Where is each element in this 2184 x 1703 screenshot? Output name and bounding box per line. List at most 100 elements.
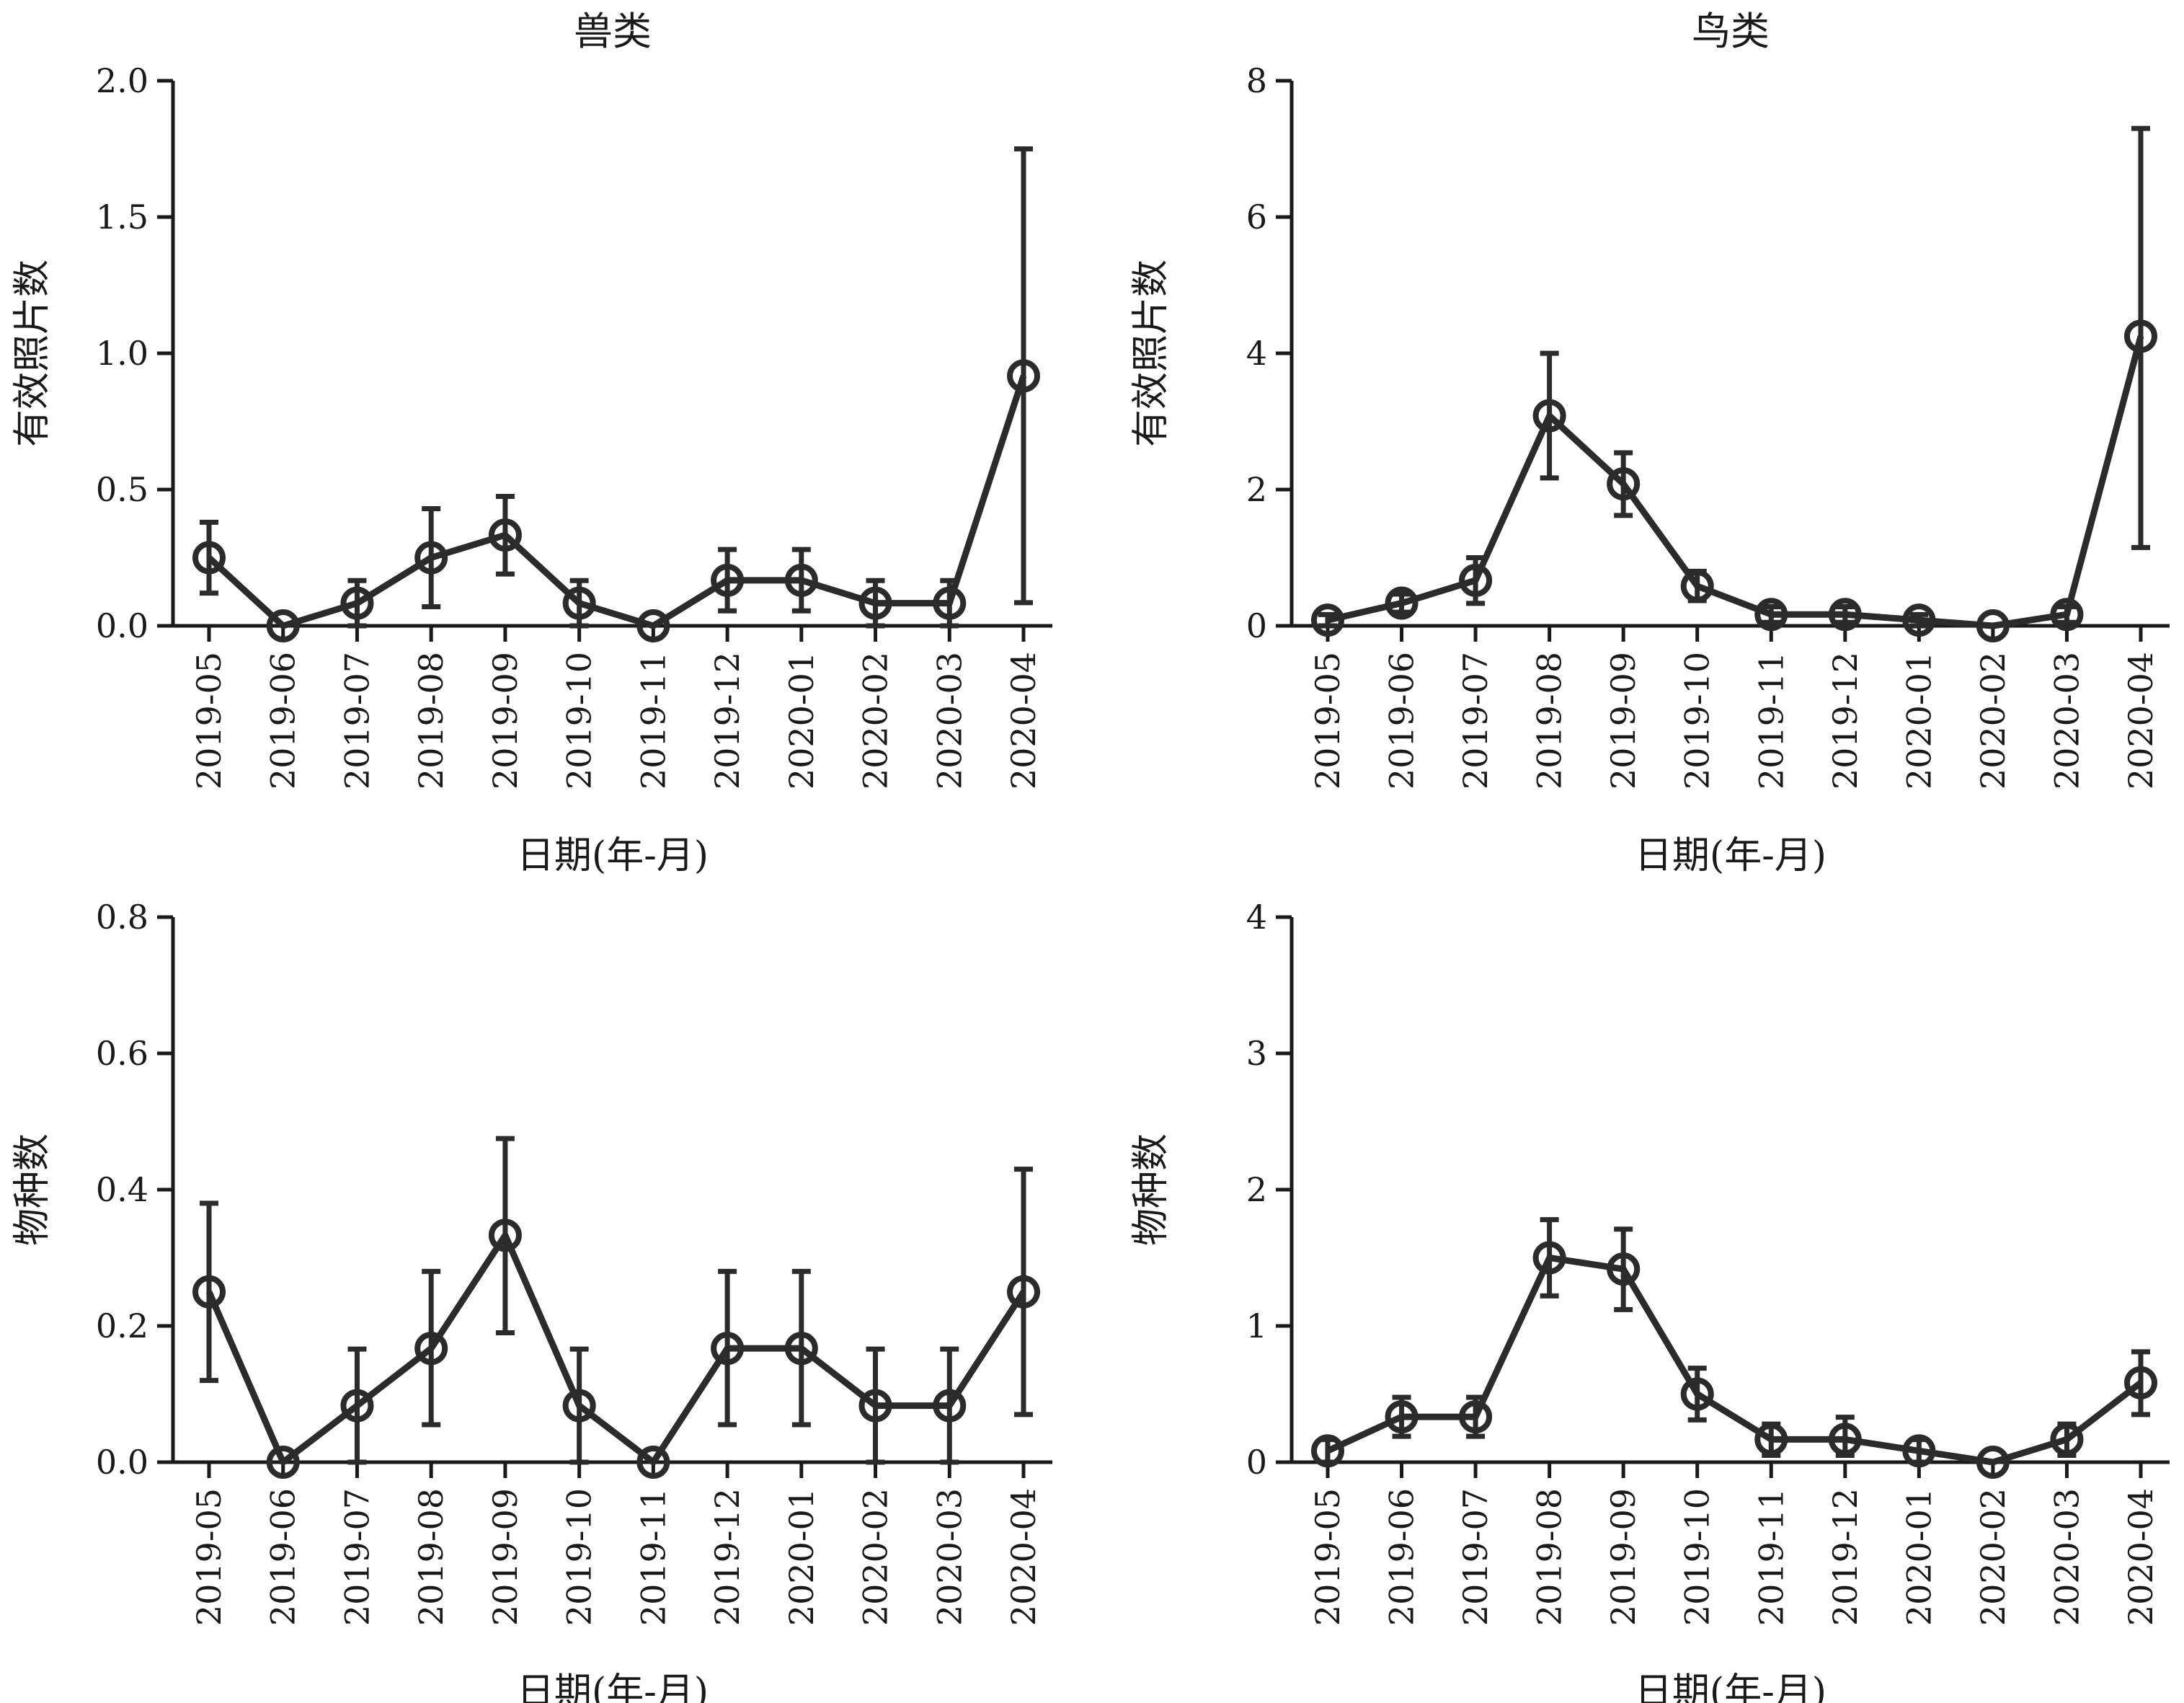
- series-line: [1326, 1255, 2143, 1466]
- y-tick-label: 3: [1246, 1034, 1267, 1073]
- data-point: [1607, 1252, 1641, 1286]
- error-bar: [2057, 604, 2077, 625]
- error-bar: [1687, 1366, 1707, 1423]
- y-tick-label: 8: [1246, 61, 1267, 100]
- data-point: [784, 1332, 818, 1366]
- data-point: [1532, 1241, 1566, 1275]
- data-point: [192, 1275, 226, 1309]
- error-bar: [718, 547, 737, 614]
- y-tick-label: 2: [1246, 1170, 1267, 1209]
- y-tick-label: 0: [1246, 606, 1267, 645]
- panel-4: 0 1 2 3 4 2019-05 2019-06 2019-07 2019-08 2019-09…: [1129, 898, 2170, 1703]
- x-tick-label: 2019-11: [634, 1488, 672, 1626]
- data-point: [2124, 1366, 2157, 1399]
- data-point: [1459, 563, 1493, 597]
- data-point: [858, 1389, 892, 1423]
- data-point: [711, 563, 745, 597]
- x-tick-label: 2019-05: [1308, 1488, 1347, 1626]
- x-tick-label: 2019-10: [1678, 652, 1717, 789]
- data-point: [2050, 1423, 2084, 1456]
- y-tick-label: 4: [1246, 334, 1267, 373]
- x-tick-label: 2019-08: [412, 652, 450, 789]
- x-tick-label: 2019-06: [264, 652, 303, 789]
- y-tick-label: 0.4: [96, 1170, 148, 1209]
- x-tick-label: 2019-07: [1456, 1488, 1495, 1626]
- x-tick-label: 2019-06: [1382, 652, 1421, 789]
- error-bar: [1014, 146, 1033, 606]
- y-axis-label: 物种数: [1129, 1133, 1173, 1246]
- data-point: [266, 1446, 300, 1479]
- error-bar: [422, 1268, 441, 1428]
- data-point: [636, 609, 670, 642]
- error-bar: [940, 1346, 959, 1465]
- data-point: [1976, 1446, 2010, 1479]
- error-bar: [347, 1346, 367, 1465]
- data-point: [1311, 603, 1344, 637]
- y-tick-label: 1: [1246, 1306, 1267, 1345]
- y-tick-label: 0.8: [96, 898, 148, 937]
- error-bar: [791, 1268, 811, 1428]
- error-bar: [422, 505, 441, 610]
- panel-2: 0 2 4 6 8 2019-05 2019-06 2019-07 2019-08 2019-09…: [1129, 9, 2170, 877]
- y-axis-label: 有效照片数: [1129, 260, 1173, 447]
- x-tick-label: 2020-03: [2047, 652, 2086, 789]
- x-tick-label: 2019-06: [264, 1488, 303, 1626]
- x-tick-label: 2020-01: [782, 652, 821, 789]
- x-tick-label: 2019-05: [1308, 652, 1347, 789]
- y-tick-label: 2.0: [96, 61, 148, 100]
- error-bar: [1540, 350, 1559, 481]
- panel-title: 兽类: [574, 9, 652, 54]
- data-point: [340, 586, 374, 620]
- x-tick-label: 2019-09: [486, 652, 525, 789]
- data-point: [784, 563, 818, 597]
- data-point: [2050, 598, 2084, 632]
- data-point: [1902, 603, 1936, 637]
- y-tick-label: 0.0: [96, 606, 148, 645]
- data-point: [1754, 1423, 1788, 1456]
- x-tick-label: 2019-12: [708, 652, 747, 789]
- data-point: [1976, 609, 2010, 642]
- x-tick-label: 2020-01: [1899, 652, 1938, 789]
- data-point: [1902, 1434, 1936, 1468]
- data-point: [1680, 569, 1714, 603]
- x-tick-label: 2020-01: [1899, 1488, 1938, 1626]
- x-tick-label: 2019-06: [1382, 1488, 1421, 1626]
- data-point: [636, 1446, 670, 1479]
- x-tick-label: 2019-09: [1604, 1488, 1643, 1626]
- error-bar: [1540, 1217, 1559, 1299]
- x-tick-label: 2019-12: [1826, 1488, 1865, 1626]
- series-line: [205, 1231, 1026, 1466]
- x-tick-label: 2020-01: [782, 1488, 821, 1626]
- x-axis-label: 日期(年-月): [1635, 1671, 1826, 1703]
- x-tick-label: 2019-07: [337, 1488, 376, 1626]
- data-point: [192, 541, 226, 575]
- x-axis-label: 日期(年-月): [517, 834, 709, 877]
- data-point: [2124, 319, 2157, 353]
- y-tick-label: 1.5: [96, 198, 148, 236]
- y-axis-label: 物种数: [11, 1133, 54, 1246]
- series-line: [1326, 335, 2144, 629]
- series-line: [206, 374, 1027, 629]
- y-tick-label: 6: [1246, 198, 1267, 236]
- x-tick-label: 2019-10: [560, 1488, 599, 1626]
- x-tick-label: 2020-04: [2121, 1488, 2160, 1626]
- data-point: [414, 1332, 448, 1366]
- y-tick-label: 0.0: [96, 1443, 148, 1482]
- y-tick-label: 0: [1246, 1443, 1267, 1482]
- x-tick-label: 2019-07: [1456, 652, 1495, 789]
- x-tick-label: 2020-03: [930, 1488, 969, 1626]
- x-tick-label: 2019-08: [412, 1488, 450, 1626]
- error-bar: [1614, 450, 1633, 518]
- y-tick-label: 0.2: [96, 1306, 148, 1345]
- data-point: [266, 609, 300, 642]
- x-tick-label: 2020-03: [930, 652, 969, 789]
- data-point: [340, 1389, 374, 1423]
- error-bar: [791, 547, 811, 614]
- x-tick-label: 2019-11: [1752, 1488, 1790, 1626]
- data-point: [1828, 1423, 1862, 1456]
- panel-3: 0.0 0.2 0.4 0.6 0.8 2019-05 2019-06 2019-07 2019…: [11, 898, 1052, 1703]
- x-tick-label: 2020-02: [1974, 652, 2012, 789]
- error-bar: [569, 1346, 589, 1465]
- x-tick-label: 2019-08: [1530, 652, 1569, 789]
